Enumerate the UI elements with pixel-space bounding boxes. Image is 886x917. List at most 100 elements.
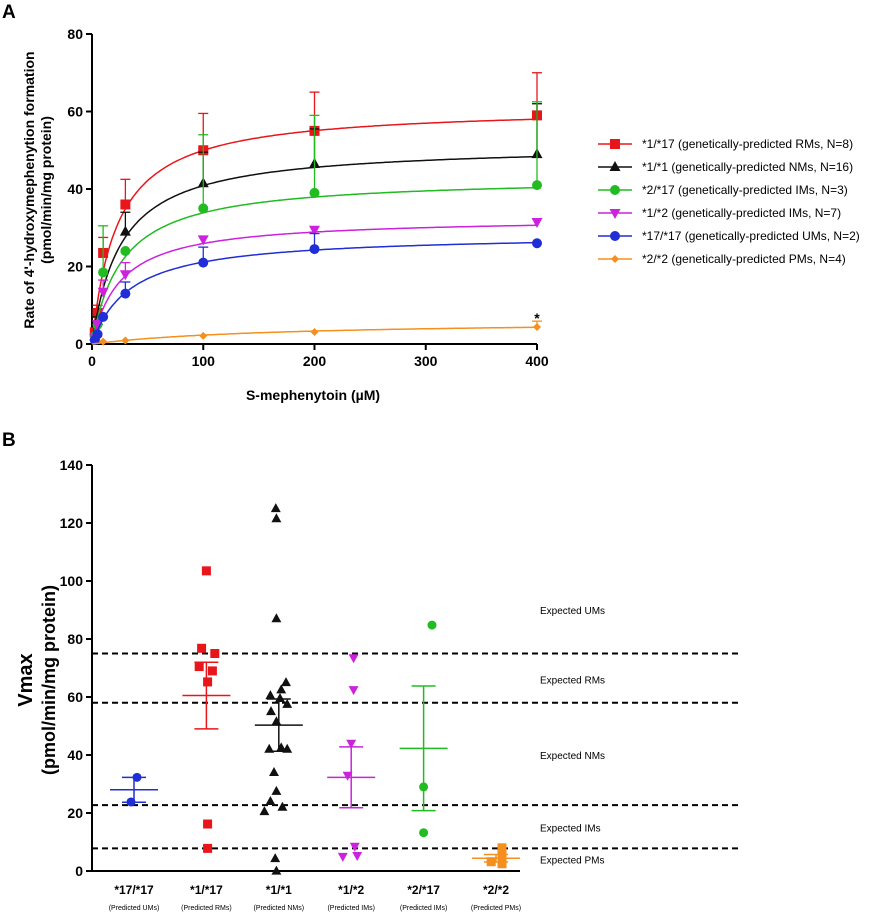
- kinetics-data-point: [119, 270, 131, 281]
- vmax-threshold-label: Expected IMs: [540, 824, 601, 835]
- vmax-data-point: [126, 797, 136, 807]
- panel-a-label: A: [2, 2, 16, 23]
- vmax-data-point: [266, 706, 276, 716]
- vmax-threshold-label: Expected UMs: [540, 606, 605, 617]
- vmax-data-point: [486, 857, 496, 867]
- kinetics-legend-item: *1/*17 (genetically-predicted RMs, N=8): [598, 137, 853, 151]
- kinetics-legend-marker: [611, 255, 619, 263]
- kinetics-x-tick-label: 100: [192, 353, 216, 369]
- kinetics-data-point: [198, 203, 209, 214]
- kinetics-legend-item: *1/*1 (genetically-predicted NMs, N=16): [598, 160, 853, 174]
- panel-b-label: B: [2, 430, 16, 451]
- kinetics-data-point: [98, 311, 109, 322]
- vmax-data-point: [270, 503, 281, 513]
- vmax-y-tick-label: 140: [60, 457, 84, 473]
- vmax-y-tick-label: 60: [67, 689, 83, 705]
- vmax-data-point: [269, 767, 279, 776]
- kinetics-legend-item: *17/*17 (genetically-predicted UMs, N=2): [598, 229, 860, 243]
- kinetics-legend-item: *2/*17 (genetically-predicted IMs, N=3): [598, 183, 848, 197]
- kinetics-legend-label: *17/*17 (genetically-predicted UMs, N=2): [642, 229, 860, 243]
- vmax-data-point: [197, 643, 207, 653]
- kinetics-ylabel-line2: (pmol/min/mg protein): [38, 116, 54, 264]
- kinetics-legend-marker: [610, 139, 620, 149]
- kinetics-legend-item: *2/*2 (genetically-predicted PMs, N=4): [598, 252, 846, 266]
- kinetics-data-point: [119, 225, 131, 236]
- kinetics-data-point: [309, 244, 320, 255]
- vmax-data-point: [275, 693, 285, 703]
- kinetics-legend: *1/*17 (genetically-predicted RMs, N=8) *…: [598, 137, 860, 266]
- kinetics-data-point: [531, 217, 543, 228]
- vmax-category-subtitle: (Predicted IMs): [327, 905, 374, 912]
- vmax-data-point: [282, 698, 293, 708]
- vmax-data-point: [276, 742, 287, 752]
- kinetics-data-point: [98, 267, 109, 278]
- kinetics-series: [89, 72, 542, 345]
- kinetics-data-point: [121, 336, 130, 345]
- vmax-y-tick-label: 0: [75, 863, 83, 879]
- kinetics-legend-label: *2/*2 (genetically-predicted PMs, N=4): [642, 252, 846, 266]
- vmax-data-point: [265, 690, 276, 700]
- vmax-data-point: [271, 613, 282, 623]
- kinetics-data-point: [309, 225, 320, 236]
- kinetics-x-tick-label: 200: [303, 353, 327, 369]
- kinetics-data-point: [532, 238, 542, 249]
- kinetics-series: [91, 320, 542, 346]
- vmax-data-point: [497, 843, 507, 853]
- vmax-data-point: [264, 743, 275, 753]
- vmax-data-point: [281, 677, 291, 687]
- kinetics-legend-marker: [609, 209, 621, 219]
- vmax-group: *17/*17 (Predicted UMs): [109, 772, 159, 912]
- kinetics-y-tick-label: 40: [67, 181, 83, 197]
- vmax-category-subtitle: (Predicted NMs): [254, 905, 305, 912]
- vmax-data-point: [346, 739, 357, 749]
- kinetics-data-point: [532, 180, 542, 191]
- vmax-category-label: *1/*2: [338, 883, 364, 897]
- vmax-y-tick-label: 40: [67, 747, 83, 763]
- vmax-ylabel-line1: Vmax: [15, 653, 37, 706]
- kinetics-data-point: [197, 235, 209, 246]
- vmax-data-point: [207, 666, 217, 676]
- vmax-data-point: [348, 686, 359, 696]
- vmax-data-point: [497, 850, 507, 860]
- vmax-data-point: [270, 853, 281, 863]
- vmax-data-point: [276, 684, 287, 694]
- vmax-data-point: [349, 842, 360, 852]
- vmax-data-point: [271, 513, 282, 523]
- vmax-data-point: [210, 649, 220, 658]
- vmax-category-label: *1/*1: [266, 883, 292, 897]
- kinetics-legend-marker: [610, 185, 620, 195]
- kinetics-data-point: [92, 329, 103, 340]
- vmax-data-point: [282, 743, 293, 753]
- vmax-data-point: [277, 801, 288, 811]
- vmax-data-point: [348, 654, 359, 664]
- vmax-category-subtitle: (Predicted PMs): [471, 905, 521, 912]
- vmax-category-subtitle: (Predicted RMs): [181, 905, 232, 912]
- kinetics-legend-label: *2/*17 (genetically-predicted IMs, N=3): [642, 183, 848, 197]
- vmax-data-point: [203, 677, 213, 687]
- vmax-threshold-label: Expected PMs: [540, 855, 604, 866]
- vmax-data-point: [259, 806, 270, 816]
- vmax-data-point: [419, 828, 429, 838]
- vmax-threshold-label: Expected RMs: [540, 676, 605, 687]
- vmax-data-point: [419, 782, 429, 792]
- kinetics-data-point: [533, 322, 541, 331]
- vmax-category-label: *2/*17: [407, 883, 440, 897]
- vmax-data-point: [201, 566, 211, 576]
- vmax-group: *2/*17 (Predicted IMs): [399, 620, 448, 912]
- vmax-data-point: [194, 662, 204, 672]
- vmax-category-label: *2/*2: [483, 883, 509, 897]
- kinetics-x-tick-label: 400: [525, 353, 549, 369]
- vmax-y-tick-label: 100: [60, 573, 84, 589]
- kinetics-legend-marker: [609, 161, 621, 171]
- vmax-group: *1/*1 (Predicted NMs): [254, 503, 305, 912]
- vmax-data-point: [352, 852, 363, 862]
- kinetics-significance-annotation: *: [534, 310, 540, 326]
- kinetics-data-point: [97, 287, 109, 298]
- vmax-category-subtitle: (Predicted IMs): [400, 905, 447, 912]
- vmax-data-point: [203, 843, 213, 853]
- kinetics-y-tick-label: 20: [67, 259, 83, 275]
- vmax-data-point: [497, 859, 507, 869]
- vmax-data-point: [427, 620, 437, 630]
- vmax-data-point: [203, 819, 213, 829]
